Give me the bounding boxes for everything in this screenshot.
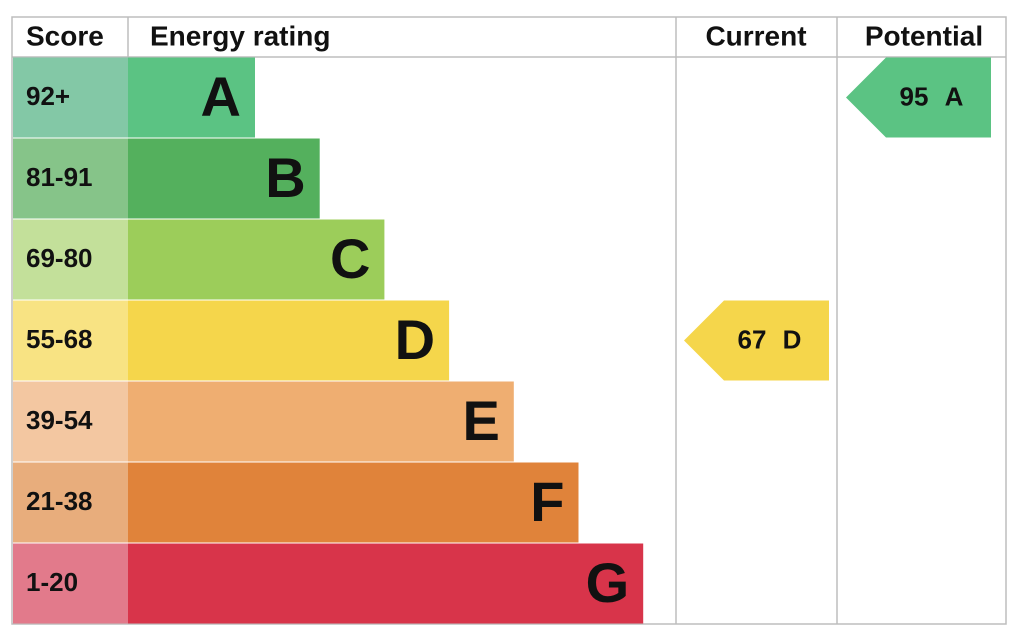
- score-cell: [13, 219, 128, 300]
- score-label: 81-91: [26, 162, 93, 192]
- score-cell: [13, 138, 128, 219]
- score-cell: [13, 381, 128, 462]
- score-cell: [13, 543, 128, 624]
- score-label: 69-80: [26, 243, 93, 273]
- score-label: 39-54: [26, 405, 93, 435]
- header-score: Score: [26, 20, 104, 51]
- header-rating: Energy rating: [150, 20, 330, 51]
- score-cell: [13, 300, 128, 381]
- header-current: Current: [705, 20, 806, 51]
- band-letter: F: [530, 470, 564, 533]
- score-label: 21-38: [26, 486, 93, 516]
- band-bar: [128, 300, 450, 381]
- band-letter: B: [265, 146, 305, 209]
- frame: [11, 16, 1007, 625]
- current-value: 67: [738, 324, 767, 354]
- band-bar: [128, 381, 514, 462]
- band-bar: [128, 219, 385, 300]
- score-cell: [13, 57, 128, 138]
- score-label: 92+: [26, 81, 70, 111]
- band-bar: [128, 57, 255, 138]
- potential-letter: A: [945, 81, 964, 111]
- band-letter: C: [330, 227, 370, 290]
- current-arrow: [684, 300, 829, 381]
- band-letter: D: [395, 308, 435, 371]
- band-letter: G: [586, 551, 630, 614]
- band-bar: [128, 462, 579, 543]
- current-letter: D: [783, 324, 802, 354]
- score-label: 1-20: [26, 567, 78, 597]
- header-potential: Potential: [865, 20, 983, 51]
- potential-arrow: [846, 57, 991, 138]
- band-bar: [128, 543, 644, 624]
- score-cell: [13, 462, 128, 543]
- potential-value: 95: [900, 81, 929, 111]
- score-label: 55-68: [26, 324, 93, 354]
- band-bar: [128, 138, 320, 219]
- band-letter: A: [201, 65, 241, 128]
- band-letter: E: [462, 389, 499, 452]
